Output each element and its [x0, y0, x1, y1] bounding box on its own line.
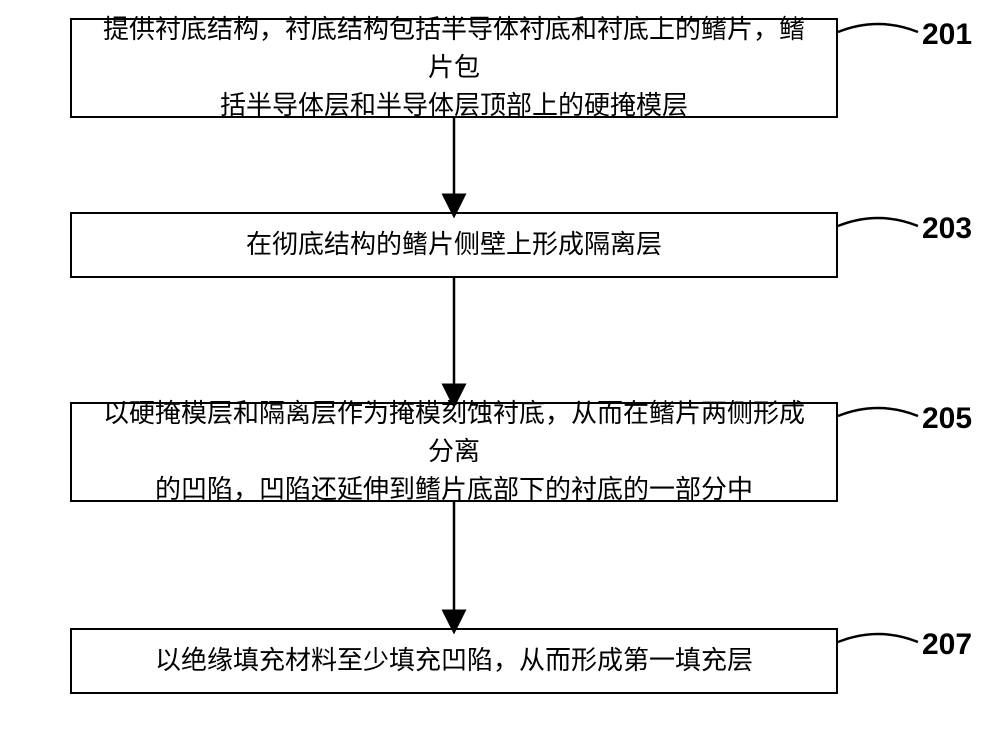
- step-label-4: 207: [922, 628, 972, 662]
- step-text-2: 在彻底结构的鳍片侧壁上形成隔离层: [246, 226, 662, 264]
- leader-2: [838, 218, 918, 226]
- flowchart-canvas: 提供衬底结构，衬底结构包括半导体衬底和衬底上的鳍片，鳍片包 括半导体层和半导体层…: [0, 0, 1000, 737]
- leader-1: [838, 24, 918, 32]
- step-text-3: 以硬掩模层和隔离层作为掩模刻蚀衬底，从而在鳍片两侧形成分离 的凹陷，凹陷还延伸到…: [92, 395, 816, 508]
- step-box-1: 提供衬底结构，衬底结构包括半导体衬底和衬底上的鳍片，鳍片包 括半导体层和半导体层…: [70, 18, 838, 118]
- step-box-4: 以绝缘填充材料至少填充凹陷，从而形成第一填充层: [70, 628, 838, 694]
- step-box-2: 在彻底结构的鳍片侧壁上形成隔离层: [70, 212, 838, 278]
- step-text-4: 以绝缘填充材料至少填充凹陷，从而形成第一填充层: [155, 642, 753, 680]
- step-label-2: 203: [922, 212, 972, 246]
- leader-4: [838, 634, 918, 642]
- step-box-3: 以硬掩模层和隔离层作为掩模刻蚀衬底，从而在鳍片两侧形成分离 的凹陷，凹陷还延伸到…: [70, 402, 838, 502]
- step-label-3: 205: [922, 402, 972, 436]
- leader-3: [838, 408, 918, 416]
- step-text-1: 提供衬底结构，衬底结构包括半导体衬底和衬底上的鳍片，鳍片包 括半导体层和半导体层…: [92, 11, 816, 124]
- step-label-1: 201: [922, 18, 972, 52]
